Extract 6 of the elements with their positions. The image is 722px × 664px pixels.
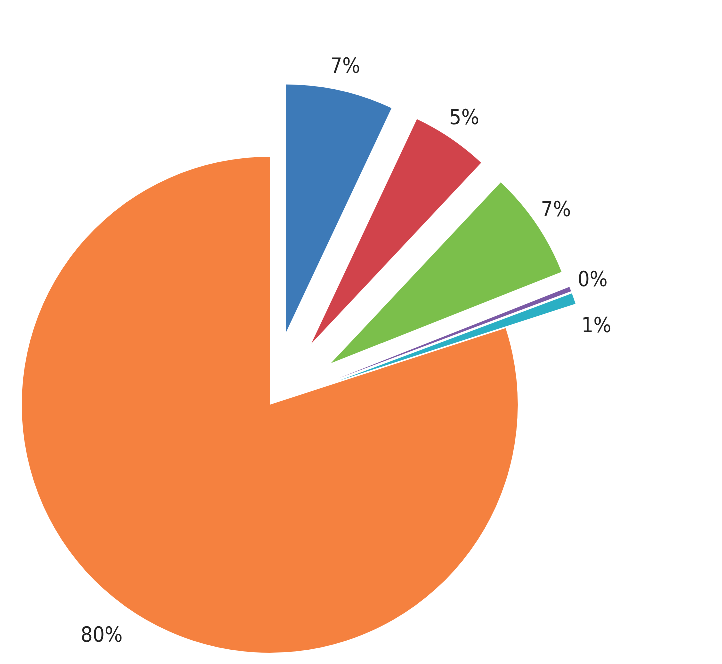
data-label: 7% [330,54,360,78]
data-label: 80% [80,623,123,648]
data-label: 7% [541,197,572,222]
data-label: 0% [578,267,608,292]
data-label: 5% [449,106,480,130]
data-label: 1% [582,313,612,338]
